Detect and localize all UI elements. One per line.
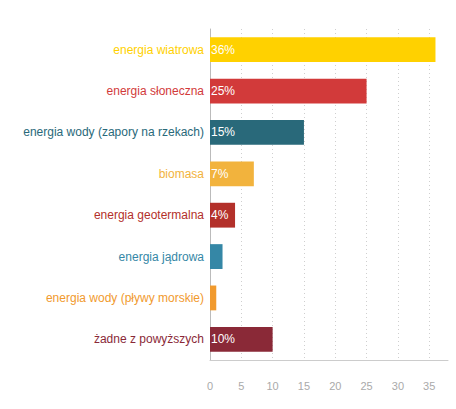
svg-text:10%: 10% — [211, 332, 235, 346]
svg-text:10: 10 — [267, 380, 279, 392]
svg-text:energia wody (pływy morskie): energia wody (pływy morskie) — [46, 291, 204, 305]
svg-text:30: 30 — [392, 380, 404, 392]
svg-text:15: 15 — [298, 380, 310, 392]
svg-text:energia wiatrowa: energia wiatrowa — [113, 43, 204, 57]
svg-text:biomasa: biomasa — [159, 167, 205, 181]
svg-text:15%: 15% — [211, 125, 235, 139]
svg-text:energia geotermalna: energia geotermalna — [94, 208, 204, 222]
svg-text:36%: 36% — [211, 43, 235, 57]
svg-text:25%: 25% — [211, 84, 235, 98]
svg-text:energia jądrowa: energia jądrowa — [119, 250, 205, 264]
svg-text:35: 35 — [423, 380, 435, 392]
svg-text:25: 25 — [360, 380, 372, 392]
svg-text:5: 5 — [238, 380, 244, 392]
svg-text:4%: 4% — [211, 208, 229, 222]
svg-text:0: 0 — [207, 380, 213, 392]
svg-text:20: 20 — [329, 380, 341, 392]
svg-text:energia słoneczna: energia słoneczna — [107, 84, 205, 98]
svg-text:energia wody (zapory na rzekac: energia wody (zapory na rzekach) — [23, 125, 204, 139]
svg-text:żadne z powyższych: żadne z powyższych — [94, 332, 204, 346]
svg-text:7%: 7% — [211, 167, 229, 181]
